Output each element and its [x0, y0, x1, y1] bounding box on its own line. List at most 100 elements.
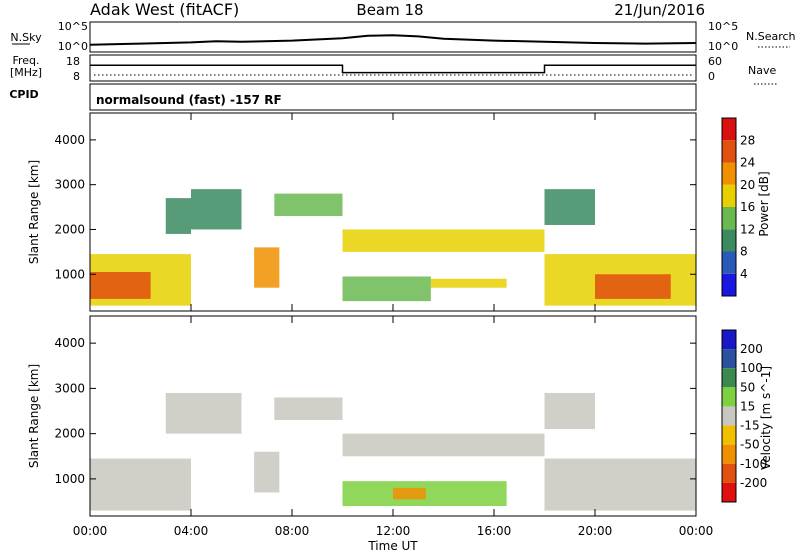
colorbar-tick-label: 15 [740, 399, 755, 413]
colorbar-swatch [722, 330, 736, 350]
cpid-label: CPID [9, 88, 38, 101]
ytick-label: 4000 [54, 133, 85, 147]
colorbar-swatch [722, 368, 736, 388]
xtick-label: 20:00 [578, 524, 613, 538]
xtick-label: 00:00 [679, 524, 714, 538]
colorbar-swatch [722, 118, 736, 141]
time-xlabel: Time UT [367, 539, 418, 553]
velocity-colorbar-label: Velocity [m s^-1] [759, 366, 773, 470]
ytick-label: 4000 [54, 336, 85, 350]
data-region [165, 392, 242, 434]
data-region [191, 189, 242, 230]
velocity-colorbar: 200 100 50 15 -15 -50 -100 -200 [721, 329, 767, 503]
data-region [544, 189, 595, 225]
xtick-label: 16:00 [477, 524, 512, 538]
freq-tick-high: 18 [66, 55, 80, 68]
data-region [254, 451, 280, 493]
data-region [342, 276, 431, 302]
beam-title: Beam 18 [356, 1, 423, 19]
ytick-label: 3000 [54, 381, 85, 395]
colorbar-tick-label: 24 [740, 156, 755, 170]
power-colorbar: 4 8 12 16 20 24 28 [721, 117, 755, 297]
data-region [165, 198, 191, 234]
data-region [544, 392, 595, 430]
data-region [254, 247, 280, 288]
xtick-label: 12:00 [376, 524, 411, 538]
data-region [393, 487, 426, 500]
colorbar-swatch [722, 425, 736, 445]
colorbar-swatch [722, 387, 736, 407]
xtick-label: 08:00 [275, 524, 310, 538]
ytick-label: 3000 [54, 178, 85, 192]
colorbar-swatch [722, 273, 736, 296]
colorbar-swatch [722, 349, 736, 369]
xtick-label: 00:00 [73, 524, 108, 538]
colorbar-tick-label: 200 [740, 342, 763, 356]
ytick-label: 2000 [54, 427, 85, 441]
data-region [90, 272, 151, 299]
colorbar-frame [721, 117, 737, 297]
colorbar-swatch [722, 463, 736, 483]
colorbar-swatch [722, 207, 736, 230]
colorbar-tick-label: 16 [740, 200, 755, 214]
station-title: Adak West (fitACF) [90, 0, 239, 19]
ytick-label: 1000 [54, 472, 85, 486]
power-yaxis: 1000 2000 3000 4000 [54, 133, 696, 281]
data-region [342, 229, 545, 252]
noise-right-label: N.Search [746, 30, 796, 43]
data-region [430, 278, 507, 288]
noise-tick-high-right: 10^5 [708, 20, 738, 33]
data-region [595, 274, 671, 299]
velocity-heatmap [90, 392, 696, 511]
noise-series [89, 34, 697, 46]
colorbar-frame [721, 329, 737, 503]
colorbar-tick-label: 100 [740, 361, 763, 375]
colorbar-swatch [722, 184, 736, 207]
xtick-label: 04:00 [174, 524, 209, 538]
data-region [342, 433, 545, 457]
freq-tick-low: 8 [73, 70, 80, 83]
frequency-line [90, 64, 696, 74]
noise-tick-low-left: 10^0 [58, 40, 88, 53]
noise-tick-high-left: 10^5 [58, 20, 88, 33]
colorbar-swatch [722, 406, 736, 426]
colorbar-swatch [722, 162, 736, 185]
time-xaxis: 00:00 04:00 08:00 12:00 16:00 20:00 00:00 [73, 113, 714, 538]
nave-label: Nave [748, 64, 776, 77]
colorbar-tick-label: -50 [740, 438, 760, 452]
colorbar-swatch [722, 482, 736, 502]
power-colorbar-label: Power [dB] [757, 171, 771, 236]
colorbar-tick-label: -200 [740, 476, 767, 490]
colorbar-tick-label: -100 [740, 457, 767, 471]
colorbar-tick-label: 4 [740, 267, 748, 281]
noise-tick-low-right: 10^0 [708, 40, 738, 53]
velocity-ylabel: Slant Range [km] [27, 364, 41, 468]
cpid-panel-frame [89, 83, 697, 111]
date-title: 21/Jun/2016 [614, 1, 705, 19]
noise-panel-frame [89, 21, 697, 53]
colorbar-swatch [722, 444, 736, 464]
freq-label-2: [MHz] [10, 66, 42, 79]
velocity-yaxis: 1000 2000 3000 4000 [54, 336, 696, 486]
freq-panel-frame [89, 54, 697, 82]
data-region [274, 397, 343, 421]
ytick-label: 2000 [54, 222, 85, 236]
power-heatmap [90, 189, 696, 306]
colorbar-tick-label: 8 [740, 245, 748, 259]
colorbar-tick-label: 50 [740, 380, 755, 394]
colorbar-swatch [722, 140, 736, 163]
colorbar-tick-label: 12 [740, 222, 755, 236]
ytick-label: 1000 [54, 267, 85, 281]
mode-text: normalsound (fast) -157 RF [96, 93, 282, 107]
colorbar-swatch [722, 251, 736, 274]
data-region [90, 458, 191, 511]
nave-tick-high: 60 [708, 55, 722, 68]
freq-label-1: Freq. [12, 54, 39, 67]
colorbar-tick-label: 20 [740, 178, 755, 192]
frequency-series [90, 64, 696, 74]
data-region [544, 458, 696, 511]
power-ylabel: Slant Range [km] [27, 160, 41, 264]
noise-line [89, 34, 697, 46]
noise-left-label: N.Sky [10, 31, 42, 44]
